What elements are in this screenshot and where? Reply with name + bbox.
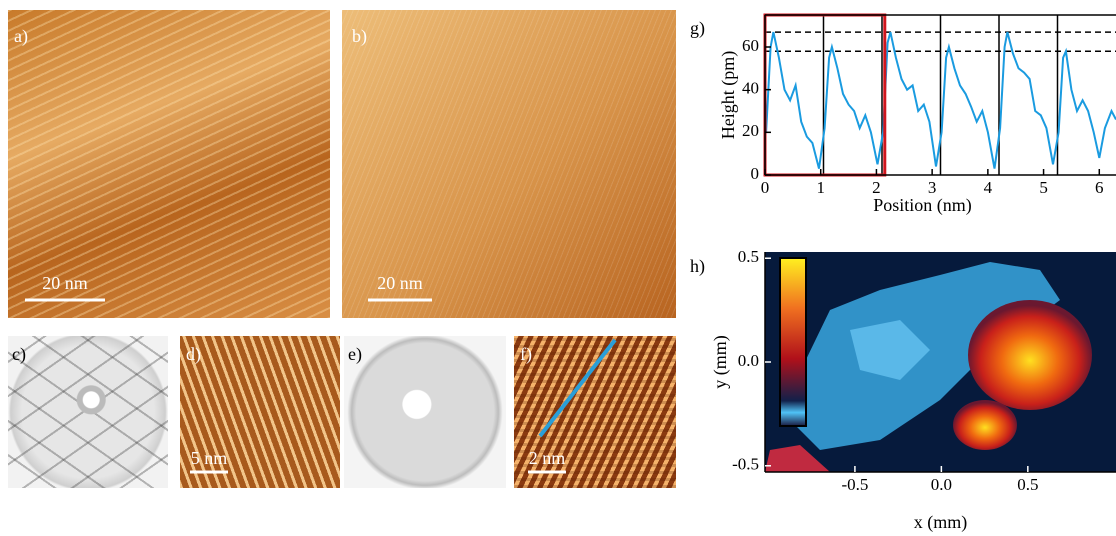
x-tick-label: 0.5 <box>1017 475 1038 494</box>
y-tick-label: 40 <box>742 79 759 98</box>
x-tick-label: 0 <box>761 178 770 197</box>
y-axis-label: Height (pm) <box>718 51 739 139</box>
x-tick-label: 0.0 <box>931 475 952 494</box>
x-tick-label: 4 <box>984 178 993 197</box>
panel-label: b) <box>352 26 367 47</box>
scale-bars <box>25 300 566 472</box>
scale-label: 5 nm <box>191 448 228 468</box>
heatmap-image <box>765 252 1116 472</box>
panel-label: e) <box>348 344 362 365</box>
y-axis-label: y (mm) <box>710 335 731 389</box>
x-tick-label: 2 <box>872 178 881 197</box>
panel-label: d) <box>186 344 201 365</box>
x-axis-label: Position (nm) <box>873 195 972 216</box>
panel-label: h) <box>690 256 705 277</box>
y-tick-label: 20 <box>742 121 759 140</box>
y-tick-label: 0.5 <box>738 247 759 266</box>
y-tick-label: 0 <box>751 164 760 183</box>
panel-label: g) <box>690 18 705 39</box>
panel-label: c) <box>12 344 26 365</box>
scale-label: 2 nm <box>529 448 566 468</box>
highlight-box <box>765 15 885 175</box>
x-tick-label: 6 <box>1095 178 1104 197</box>
y-tick-label: 60 <box>742 36 759 55</box>
x-axis-label: x (mm) <box>914 512 968 533</box>
panel-label: a) <box>14 26 28 47</box>
y-tick-label: -0.5 <box>732 455 759 474</box>
x-tick-label: 5 <box>1039 178 1048 197</box>
x-tick-label: 1 <box>816 178 825 197</box>
overlay: a) 20 nm b) 20 nm c) d) 5 nm e) f) 2 nm <box>0 0 1116 536</box>
panel-label: f) <box>520 344 532 365</box>
scale-label: 20 nm <box>42 273 88 293</box>
x-tick-label: -0.5 <box>841 475 868 494</box>
figure: a) 20 nm b) 20 nm c) d) 5 nm e) f) 2 nm <box>0 0 1116 536</box>
x-tick-label: 3 <box>928 178 937 197</box>
y-tick-label: 0.0 <box>738 351 759 370</box>
scale-label: 20 nm <box>377 273 423 293</box>
profile-line <box>540 340 615 436</box>
